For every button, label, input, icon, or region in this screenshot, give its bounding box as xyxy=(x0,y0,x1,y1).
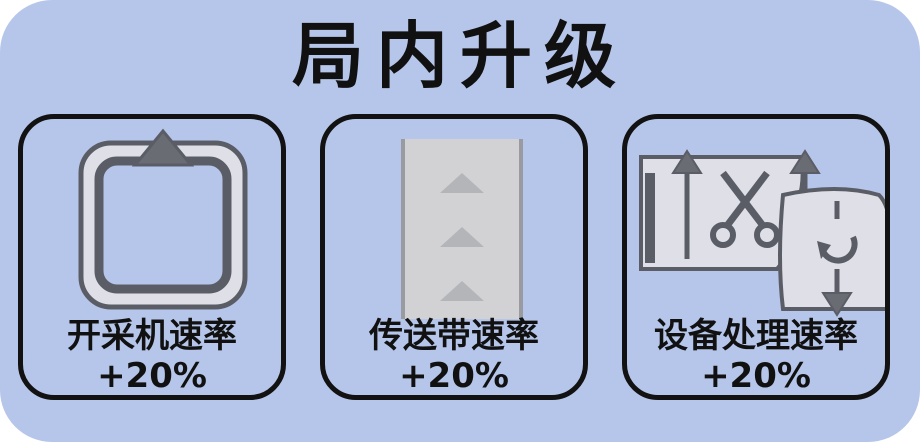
upgrade-value: +20% xyxy=(701,356,811,396)
upgrade-card-conveyor[interactable]: 传送带速率 +20% xyxy=(320,114,588,400)
upgrade-card-device[interactable]: 设备处理速率 +20% xyxy=(622,114,890,400)
upgrade-label: 开采机速率 xyxy=(67,316,237,356)
upgrade-value: +20% xyxy=(97,356,207,396)
upgrade-value: +20% xyxy=(399,356,509,396)
upgrade-label: 传送带速率 xyxy=(369,316,539,356)
mining-machine-icon xyxy=(78,128,248,310)
conveyor-belt-icon xyxy=(401,139,523,319)
upgrade-card-mining[interactable]: 开采机速率 +20% xyxy=(18,114,286,400)
device-processing-icon xyxy=(639,149,885,317)
panel-title: 局内升级 xyxy=(291,14,628,98)
upgrade-label: 设备处理速率 xyxy=(654,316,858,356)
